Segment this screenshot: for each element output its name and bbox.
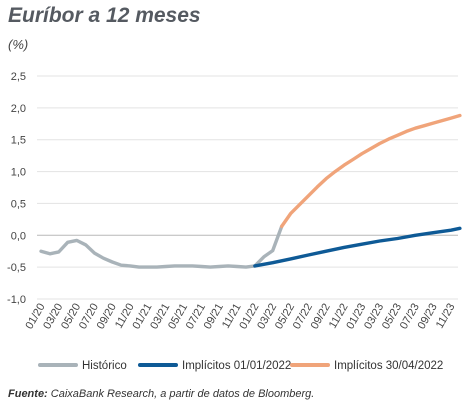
series-line-3 xyxy=(280,113,462,229)
y-axis-unit-label: (%) xyxy=(8,37,29,52)
y-tick-label: 2,0 xyxy=(11,103,26,115)
x-axis-ticks: 01/2003/2005/2007/2009/2011/2001/2103/21… xyxy=(23,302,457,332)
y-axis-ticks: 2,5 2,0 1,5 1,0 0,5 0,0 -0,5 -1,0 xyxy=(7,71,26,306)
y-tick-label: 0,5 xyxy=(11,198,26,210)
legend-label: Implícitos 30/04/2022 xyxy=(334,360,443,372)
y-tick-label: -1,0 xyxy=(7,294,26,306)
y-tick-label: 2,5 xyxy=(11,71,26,83)
chart-title: Euríbor a 12 meses xyxy=(8,4,201,27)
series-line-1 xyxy=(39,224,284,269)
y-tick-label: 1,0 xyxy=(11,167,26,179)
y-tick-label: -0,5 xyxy=(7,262,26,274)
legend: Histórico Implícitos 01/01/2022 Implícitos… xyxy=(38,360,443,372)
y-tick-label: 0,0 xyxy=(11,230,26,242)
legend-label: Implícitos 01/01/2022 xyxy=(182,360,291,372)
line-chart: 2,5 2,0 1,5 1,0 0,5 0,0 -0,5 -1,0 01/2003/2005/… xyxy=(7,71,462,372)
source-text: CaixaBank Research, a partir de datos de… xyxy=(47,388,315,400)
y-tick-label: 1,5 xyxy=(11,135,26,147)
x-tick-label: 11/23 xyxy=(434,302,458,331)
series-line-2 xyxy=(253,226,462,268)
source-label: Fuente: xyxy=(8,388,48,400)
source-note: Fuente: CaixaBank Research, a partir de … xyxy=(8,388,314,400)
series-lines xyxy=(39,113,462,269)
legend-label: Histórico xyxy=(82,360,127,372)
